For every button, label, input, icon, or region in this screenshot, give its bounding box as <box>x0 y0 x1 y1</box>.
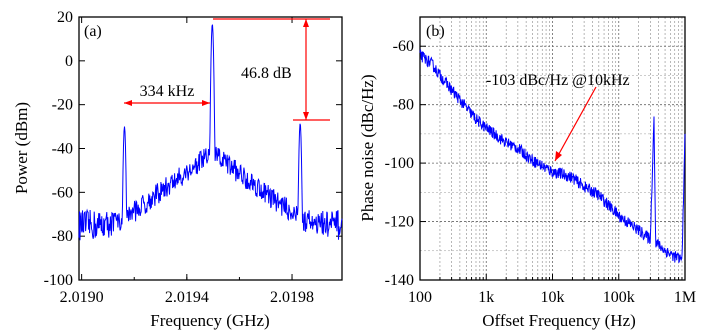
panel-b-ticks: 100 1k 10k 100k 1M -140 -120 -100 -80 -60 <box>385 38 696 306</box>
panel-a-ylabel: Power (dBm) <box>12 102 31 194</box>
panel-b-xlabel: Offset Frequency (Hz) <box>482 311 636 330</box>
panel-b-xtick-label: 10k <box>541 289 565 306</box>
panel-b-xtick-label: 1k <box>478 289 494 306</box>
panel-a-ticks: 2.0190 2.0194 2.0198 -100 -80 -60 -40 -20 0 20 <box>44 9 342 306</box>
ratio-arrowhead-top <box>303 19 309 27</box>
panel-a-ytick-label: -80 <box>52 228 73 245</box>
panel-a-xtick-label: 2.0198 <box>270 289 314 306</box>
panel-b-ytick-label: -80 <box>393 97 414 114</box>
phase-noise-annotation: -103 dBc/Hz @10kHz <box>486 72 630 89</box>
panel-a-ytick-label: -40 <box>52 141 73 158</box>
panel-a-trace <box>78 24 343 241</box>
phase-noise-arrow-line <box>554 86 597 162</box>
panel-b-xtick-label: 100 <box>408 289 432 306</box>
panel-a-ytick-label: 0 <box>65 53 73 70</box>
panel-a-xtick-label: 2.0190 <box>60 289 104 306</box>
panel-b-ytick-label: -140 <box>385 272 414 289</box>
panel-b-trace <box>419 49 686 264</box>
spacing-label: 334 kHz <box>140 83 195 100</box>
panel-b-ytick-label: -60 <box>393 38 414 55</box>
spacing-arrowhead-left <box>124 100 132 106</box>
panel-a-ytick-label: -60 <box>52 184 73 201</box>
ratio-arrowhead-bottom <box>303 112 309 120</box>
panel-b: 100 1k 10k 100k 1M -140 -120 -100 -80 -60 -103 dB… <box>358 16 696 330</box>
panel-b-xtick-label: 100k <box>603 289 635 306</box>
spacing-arrowhead-right <box>202 100 210 106</box>
panel-b-ytick-label: -120 <box>385 214 414 231</box>
panel-b-ylabel: Phase noise (dBc/Hz) <box>358 74 377 221</box>
panel-a-label: (a) <box>84 23 102 40</box>
panel-a: 2.0190 2.0194 2.0198 -100 -80 -60 -40 -20 0 20 33… <box>12 9 343 330</box>
panel-b-label: (b) <box>426 23 445 40</box>
panel-a-ytick-label: 20 <box>57 9 73 26</box>
panel-b-annotations: -103 dBc/Hz @10kHz <box>486 72 630 162</box>
panel-a-xtick-label: 2.0194 <box>165 289 209 306</box>
panel-b-ytick-label: -100 <box>385 155 414 172</box>
panel-a-ytick-label: -20 <box>52 97 73 114</box>
phase-noise-arrowhead <box>555 151 562 161</box>
panel-a-spectrum-series <box>78 24 343 241</box>
panel-a-plot-area <box>78 16 343 281</box>
panel-b-plot-area <box>419 16 686 281</box>
panel-b-grid <box>419 17 686 281</box>
panel-b-phase-noise-series <box>419 49 686 264</box>
panel-a-annotations: 334 kHz 46.8 dB <box>124 18 330 121</box>
panel-b-xtick-label: 1M <box>674 289 696 306</box>
panel-a-ytick-label: -100 <box>44 272 73 289</box>
panel-a-xlabel: Frequency (GHz) <box>150 311 269 330</box>
ratio-label: 46.8 dB <box>241 65 292 82</box>
